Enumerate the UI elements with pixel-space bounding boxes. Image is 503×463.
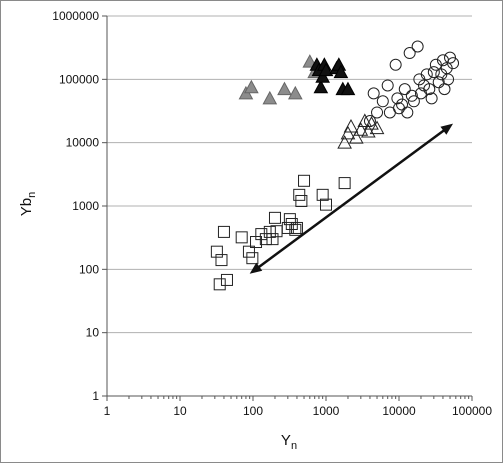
- open-square-marker: [210, 245, 223, 258]
- open-square-marker: [289, 223, 302, 236]
- y-tick-label: 1: [92, 389, 99, 403]
- y-tick-label: 100000: [59, 72, 99, 86]
- grey-triangle-marker: [244, 79, 259, 94]
- black-triangle-marker: [315, 69, 330, 83]
- open-circle-marker: [391, 92, 404, 105]
- black-triangle-marker: [313, 79, 329, 94]
- x-tick-label: 1000: [313, 404, 340, 418]
- open-circle-marker: [411, 40, 424, 53]
- open-square-marker: [268, 211, 281, 224]
- arrowhead-end: [440, 123, 454, 135]
- axis-titles: Yn Ybn: [18, 192, 297, 452]
- open-square-marker: [338, 177, 351, 190]
- open-circle-marker: [393, 102, 405, 115]
- open-square-marker: [290, 221, 303, 234]
- grey-triangle-marker: [262, 90, 278, 105]
- open-circle-marker: [398, 83, 411, 96]
- open-square-marker: [270, 225, 283, 238]
- open-triangle-marker: [357, 113, 373, 127]
- open-circle-marker: [405, 89, 418, 102]
- open-circle-marker: [442, 73, 455, 86]
- open-circle-marker: [447, 57, 460, 70]
- black-triangle-marker: [333, 64, 349, 79]
- open-square-marker: [293, 188, 306, 201]
- open-circle-marker: [376, 95, 389, 108]
- open-circle-marker: [425, 92, 438, 105]
- annotations: [249, 123, 454, 274]
- black-triangle-marker: [318, 62, 334, 77]
- open-circle-marker: [389, 58, 402, 71]
- open-square-marker: [220, 273, 233, 286]
- open-square-marker: [217, 225, 230, 238]
- arrowhead-start: [249, 262, 263, 274]
- open-triangle-marker: [369, 120, 385, 135]
- open-circle-marker: [420, 68, 433, 81]
- open-square-marker: [259, 233, 272, 246]
- open-circle-marker: [427, 66, 440, 79]
- tick-labels: 1 10 100 1000 10000 100000 1 10 100 1000 10000 1000…: [52, 9, 492, 418]
- x-tick-label: 1: [104, 404, 111, 418]
- y-tick-label: 10000: [66, 136, 100, 150]
- open-circle-marker: [371, 106, 384, 119]
- open-triangle-marker: [343, 118, 359, 133]
- grey-triangle-marker: [287, 85, 303, 100]
- y-tick-label: 100: [79, 262, 99, 276]
- open-circle-marker: [367, 87, 380, 100]
- open-triangle-marker: [353, 122, 369, 136]
- data-markers: [210, 40, 460, 291]
- open-square-marker: [213, 278, 226, 291]
- y-tick-label: 1000: [72, 199, 99, 213]
- gridlines: [107, 15, 472, 334]
- open-square-marker: [246, 252, 259, 265]
- open-square-marker: [320, 198, 332, 211]
- x-tick-label: 100000: [452, 404, 492, 418]
- open-triangle-marker: [348, 130, 364, 144]
- open-square-marker: [242, 245, 255, 258]
- x-tick-label: 10: [173, 404, 187, 418]
- open-triangle-marker: [337, 135, 352, 149]
- open-triangle-marker: [340, 125, 356, 140]
- open-square-marker: [235, 231, 248, 244]
- grey-triangle-marker: [277, 81, 292, 96]
- x-tick-label: 10000: [382, 404, 416, 418]
- y-tick-label: 10: [86, 326, 100, 340]
- open-circle-marker: [403, 47, 416, 60]
- axes: [102, 15, 473, 401]
- double-arrow-shaft: [256, 127, 447, 270]
- open-square-marker: [298, 174, 311, 187]
- x-axis-title: Yn: [281, 432, 297, 452]
- open-circle-marker: [429, 58, 442, 71]
- open-circle-marker: [423, 83, 436, 96]
- open-square-marker: [281, 221, 294, 234]
- black-triangle-marker: [340, 81, 356, 96]
- open-square-marker: [295, 194, 308, 207]
- open-circle-marker: [381, 79, 394, 92]
- y-axis-title: Ybn: [18, 192, 38, 216]
- grey-triangle-marker: [302, 54, 318, 68]
- x-tick-label: 100: [243, 404, 263, 418]
- open-circle-marker: [363, 114, 376, 127]
- open-square-marker: [316, 188, 329, 201]
- open-circle-marker: [401, 106, 414, 119]
- y-tick-label: 1000000: [52, 9, 99, 23]
- open-square-marker: [263, 225, 276, 238]
- open-square-marker: [266, 233, 279, 246]
- open-square-marker: [215, 254, 228, 267]
- open-circle-marker: [407, 95, 420, 108]
- open-circle-marker: [444, 51, 457, 64]
